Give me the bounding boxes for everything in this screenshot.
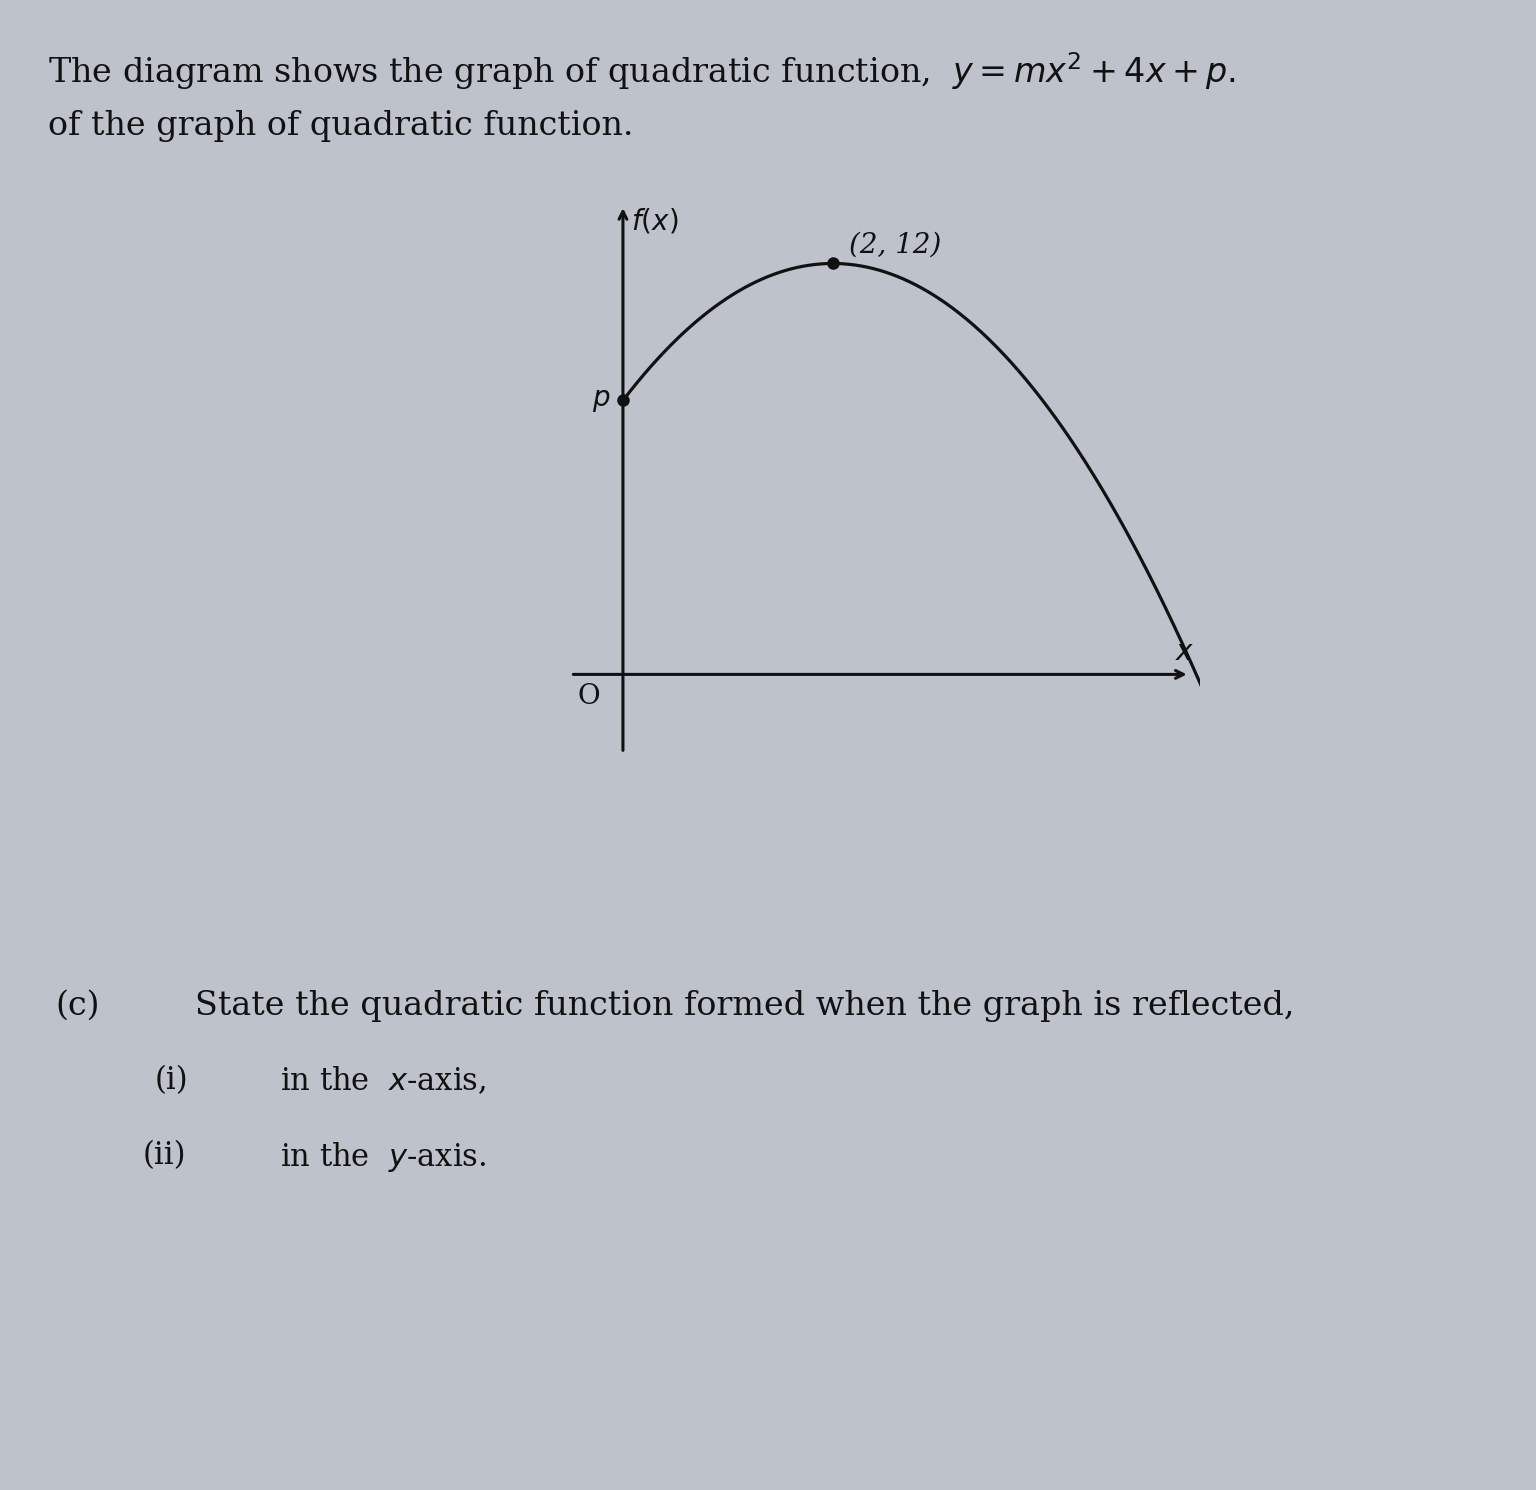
Text: State the quadratic function formed when the graph is reflected,: State the quadratic function formed when… <box>195 989 1295 1022</box>
Text: $x$: $x$ <box>1175 639 1195 666</box>
Text: (i): (i) <box>155 1065 189 1097</box>
Text: in the  $x$-axis,: in the $x$-axis, <box>280 1065 487 1097</box>
Text: The diagram shows the graph of quadratic function,  $y = mx^2 + 4x + p.$: The diagram shows the graph of quadratic… <box>48 51 1236 92</box>
Text: of the graph of quadratic function.: of the graph of quadratic function. <box>48 110 633 142</box>
Text: in the  $y$-axis.: in the $y$-axis. <box>280 1140 487 1174</box>
Text: $f(x)$: $f(x)$ <box>631 207 679 235</box>
Text: (c): (c) <box>55 989 100 1022</box>
Text: (2, 12): (2, 12) <box>848 231 942 258</box>
Text: $p$: $p$ <box>591 387 610 414</box>
Text: (ii): (ii) <box>143 1140 186 1171</box>
Text: O: O <box>578 682 601 709</box>
